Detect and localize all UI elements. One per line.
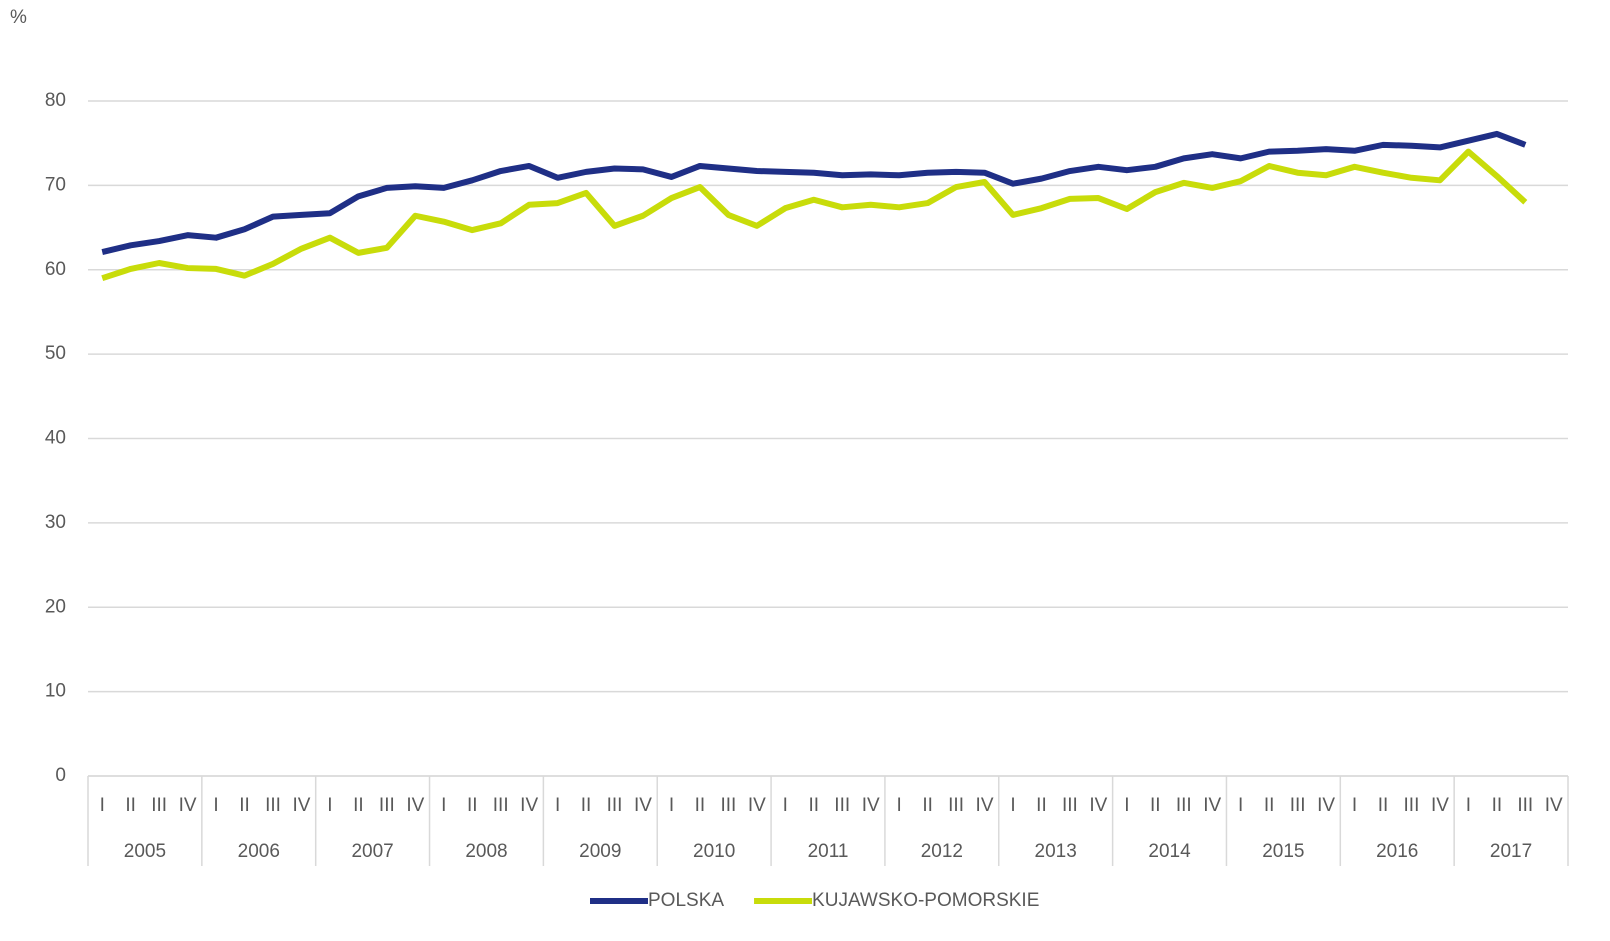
y-tick-label: 50 [45, 343, 66, 364]
y-tick-label: 20 [45, 596, 66, 617]
x-group-label: 2007 [351, 841, 393, 862]
x-tick-label: I [1466, 795, 1471, 816]
x-tick-label: II [353, 795, 364, 816]
x-tick-label: IV [1431, 795, 1449, 816]
x-tick-label: III [834, 795, 850, 816]
x-group-label: 2016 [1376, 841, 1418, 862]
x-tick-label: IV [976, 795, 994, 816]
y-tick-label: 80 [45, 90, 66, 111]
x-tick-label: I [213, 795, 218, 816]
x-tick-label: I [327, 795, 332, 816]
x-group-label: 2012 [921, 841, 963, 862]
x-tick-label: IV [634, 795, 652, 816]
x-tick-label: II [1036, 795, 1047, 816]
x-tick-label: II [581, 795, 592, 816]
x-tick-label: I [1238, 795, 1243, 816]
x-group-label: 2006 [238, 841, 280, 862]
x-group-label: 2017 [1490, 841, 1532, 862]
x-tick-label: II [695, 795, 706, 816]
x-group-label: 2005 [124, 841, 166, 862]
x-tick-label: I [100, 795, 105, 816]
x-tick-label: IV [1317, 795, 1335, 816]
x-tick-label: I [555, 795, 560, 816]
series-line [101, 130, 1527, 255]
x-tick-label: IV [748, 795, 766, 816]
x-tick-label: III [1062, 795, 1078, 816]
x-tick-label: IV [292, 795, 310, 816]
x-tick-label: I [1010, 795, 1015, 816]
x-tick-label: II [922, 795, 933, 816]
x-group-label: 2010 [693, 841, 735, 862]
x-tick-label: III [1176, 795, 1192, 816]
x-tick-label: I [1124, 795, 1129, 816]
x-tick-label: IV [862, 795, 880, 816]
x-group-label: 2008 [465, 841, 507, 862]
y-tick-label: 40 [45, 428, 66, 449]
x-tick-label: I [1352, 795, 1357, 816]
x-tick-label: IV [179, 795, 197, 816]
y-tick-label: 60 [45, 259, 66, 280]
x-tick-label: III [948, 795, 964, 816]
x-tick-label: I [783, 795, 788, 816]
x-tick-label: IV [520, 795, 538, 816]
x-tick-label: IV [1545, 795, 1563, 816]
x-group-label: 2015 [1262, 841, 1304, 862]
y-tick-label: 0 [55, 765, 66, 786]
x-tick-label: II [1264, 795, 1275, 816]
y-tick-label: 70 [45, 174, 66, 195]
x-tick-label: II [1378, 795, 1389, 816]
x-tick-label: II [1492, 795, 1503, 816]
x-tick-label: I [897, 795, 902, 816]
x-group-label: 2013 [1035, 841, 1077, 862]
x-tick-label: II [467, 795, 478, 816]
series-line [101, 148, 1528, 282]
x-tick-label: III [720, 795, 736, 816]
x-tick-label: IV [1203, 795, 1221, 816]
x-tick-label: III [607, 795, 623, 816]
legend-label: POLSKA [648, 890, 724, 911]
x-group-label: 2009 [579, 841, 621, 862]
x-tick-label: IV [406, 795, 424, 816]
x-tick-label: II [1150, 795, 1161, 816]
x-tick-label: II [239, 795, 250, 816]
y-tick-label: 10 [45, 681, 66, 702]
x-tick-label: III [1290, 795, 1306, 816]
x-group-label: 2011 [808, 841, 849, 862]
x-group-label: 2014 [1148, 841, 1191, 862]
x-tick-label: III [151, 795, 167, 816]
x-tick-label: III [493, 795, 509, 816]
x-tick-label: III [265, 795, 281, 816]
x-tick-label: III [1517, 795, 1533, 816]
x-tick-label: III [1404, 795, 1420, 816]
x-tick-label: II [125, 795, 136, 816]
x-tick-label: I [441, 795, 446, 816]
y-unit: % [10, 7, 27, 28]
x-tick-label: I [669, 795, 674, 816]
x-tick-label: IV [1089, 795, 1107, 816]
legend-label: KUJAWSKO-POMORSKIE [812, 890, 1039, 911]
y-tick-label: 30 [45, 512, 66, 533]
x-tick-label: II [808, 795, 819, 816]
x-tick-label: III [379, 795, 395, 816]
